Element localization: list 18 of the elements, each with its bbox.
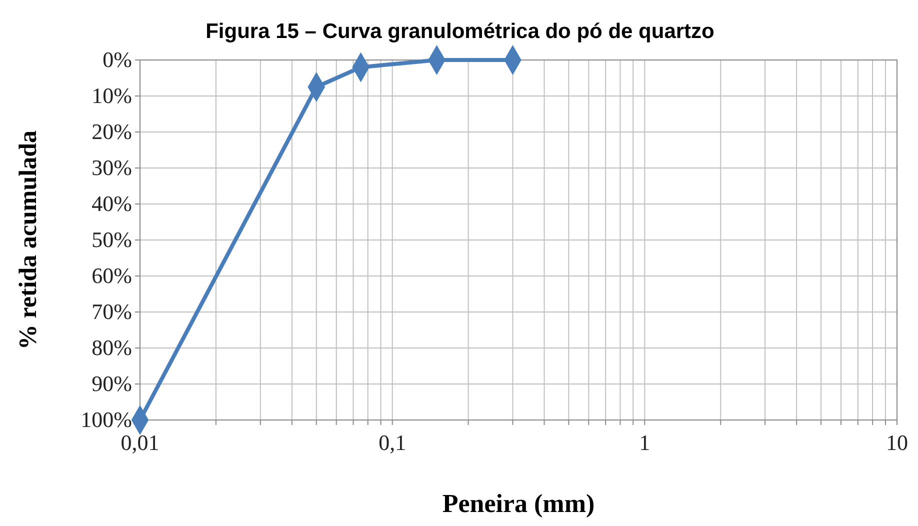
y-tick-label: 40% <box>92 191 132 216</box>
y-tick-label: 30% <box>92 155 132 180</box>
y-tick-label: 50% <box>92 227 132 252</box>
x-tick-label: 0,1 <box>378 430 406 455</box>
y-tick-label: 80% <box>92 335 132 360</box>
chart-title: Figura 15 – Curva granulométrica do pó de quartzo <box>206 20 714 43</box>
x-tick-label: 1 <box>639 430 650 455</box>
x-tick-label: 0,01 <box>120 430 160 455</box>
x-axis-title: Peneira (mm) <box>442 489 595 518</box>
y-axis-title: % retida acumulada <box>15 130 42 350</box>
y-tick-label: 90% <box>92 371 132 396</box>
x-tick-label: 10 <box>886 430 908 455</box>
y-tick-label: 10% <box>92 83 132 108</box>
y-tick-label: 70% <box>92 299 132 324</box>
y-tick-label: 20% <box>92 119 132 144</box>
y-tick-label: 0% <box>102 47 132 72</box>
y-tick-label: 60% <box>92 263 132 288</box>
y-tick-label: 100% <box>80 407 132 432</box>
